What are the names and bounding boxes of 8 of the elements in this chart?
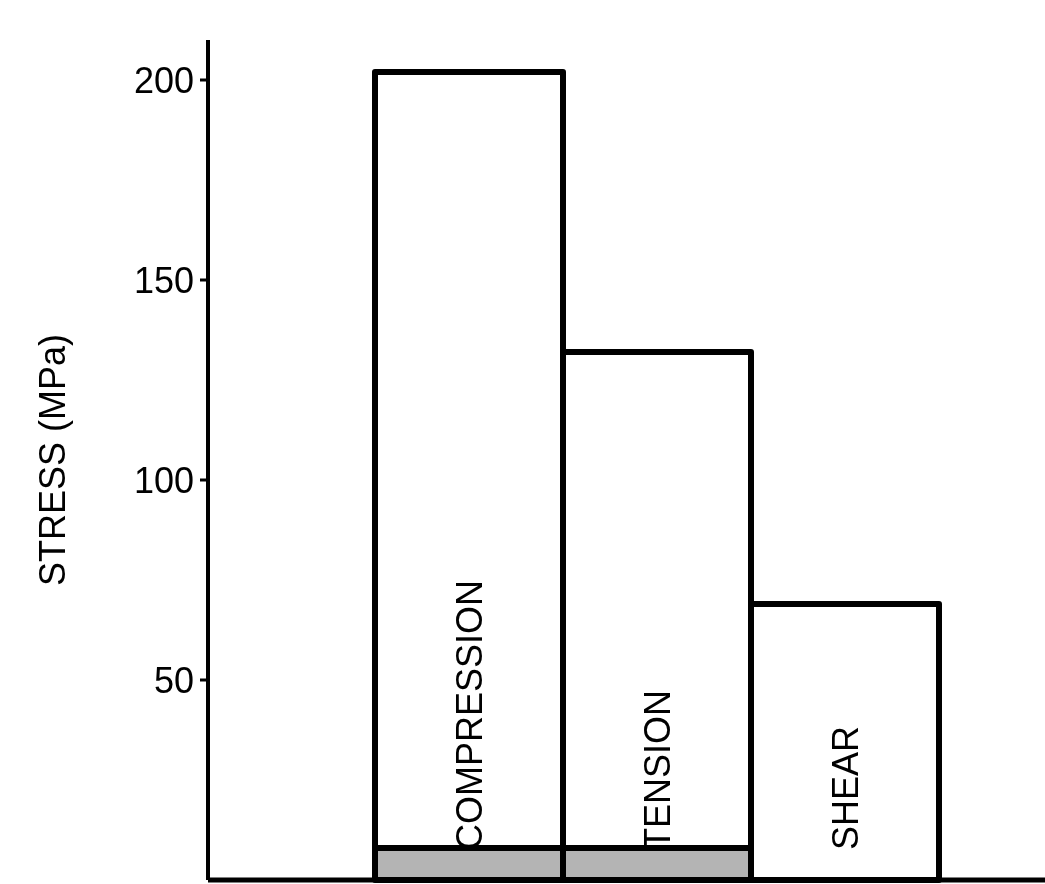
x-tick-label: SHEAR [824, 725, 866, 850]
x-tick-label: COMPRESSION [448, 579, 490, 850]
x-tick-label: TENSION [636, 689, 678, 850]
y-axis-title: STRESS (MPa) [31, 333, 73, 587]
y-tick-label: 100 [133, 459, 194, 501]
y-tick-label: 200 [133, 59, 194, 101]
y-tick-label: 150 [133, 259, 194, 301]
y-tick-label: 50 [153, 659, 194, 701]
